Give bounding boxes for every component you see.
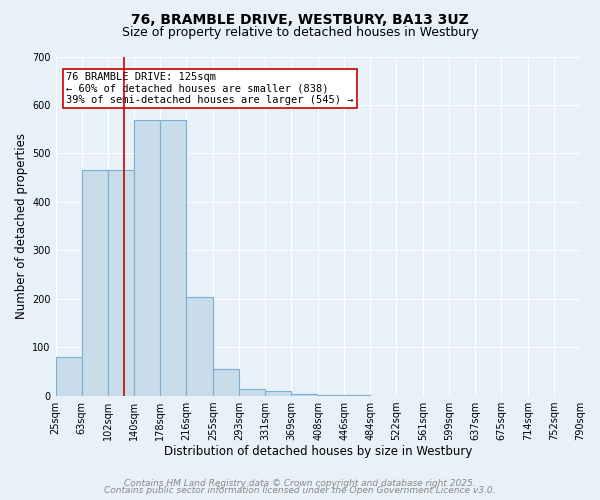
Bar	[160, 120, 187, 396]
Bar	[239, 388, 265, 396]
Text: 76, BRAMBLE DRIVE, WESTBURY, BA13 3UZ: 76, BRAMBLE DRIVE, WESTBURY, BA13 3UZ	[131, 12, 469, 26]
Bar	[109, 170, 134, 396]
Text: Size of property relative to detached houses in Westbury: Size of property relative to detached ho…	[122, 26, 478, 39]
Bar	[318, 395, 344, 396]
Text: Contains HM Land Registry data © Crown copyright and database right 2025.: Contains HM Land Registry data © Crown c…	[124, 478, 476, 488]
Bar	[134, 120, 160, 396]
Bar	[265, 391, 292, 396]
Text: 76 BRAMBLE DRIVE: 125sqm
← 60% of detached houses are smaller (838)
39% of semi-: 76 BRAMBLE DRIVE: 125sqm ← 60% of detach…	[66, 72, 353, 105]
Bar	[213, 370, 239, 396]
Bar	[82, 170, 107, 396]
Text: Contains public sector information licensed under the Open Government Licence v3: Contains public sector information licen…	[104, 486, 496, 495]
Bar	[187, 296, 212, 396]
Bar	[292, 394, 317, 396]
Y-axis label: Number of detached properties: Number of detached properties	[15, 133, 28, 319]
X-axis label: Distribution of detached houses by size in Westbury: Distribution of detached houses by size …	[164, 444, 472, 458]
Bar	[56, 357, 82, 396]
